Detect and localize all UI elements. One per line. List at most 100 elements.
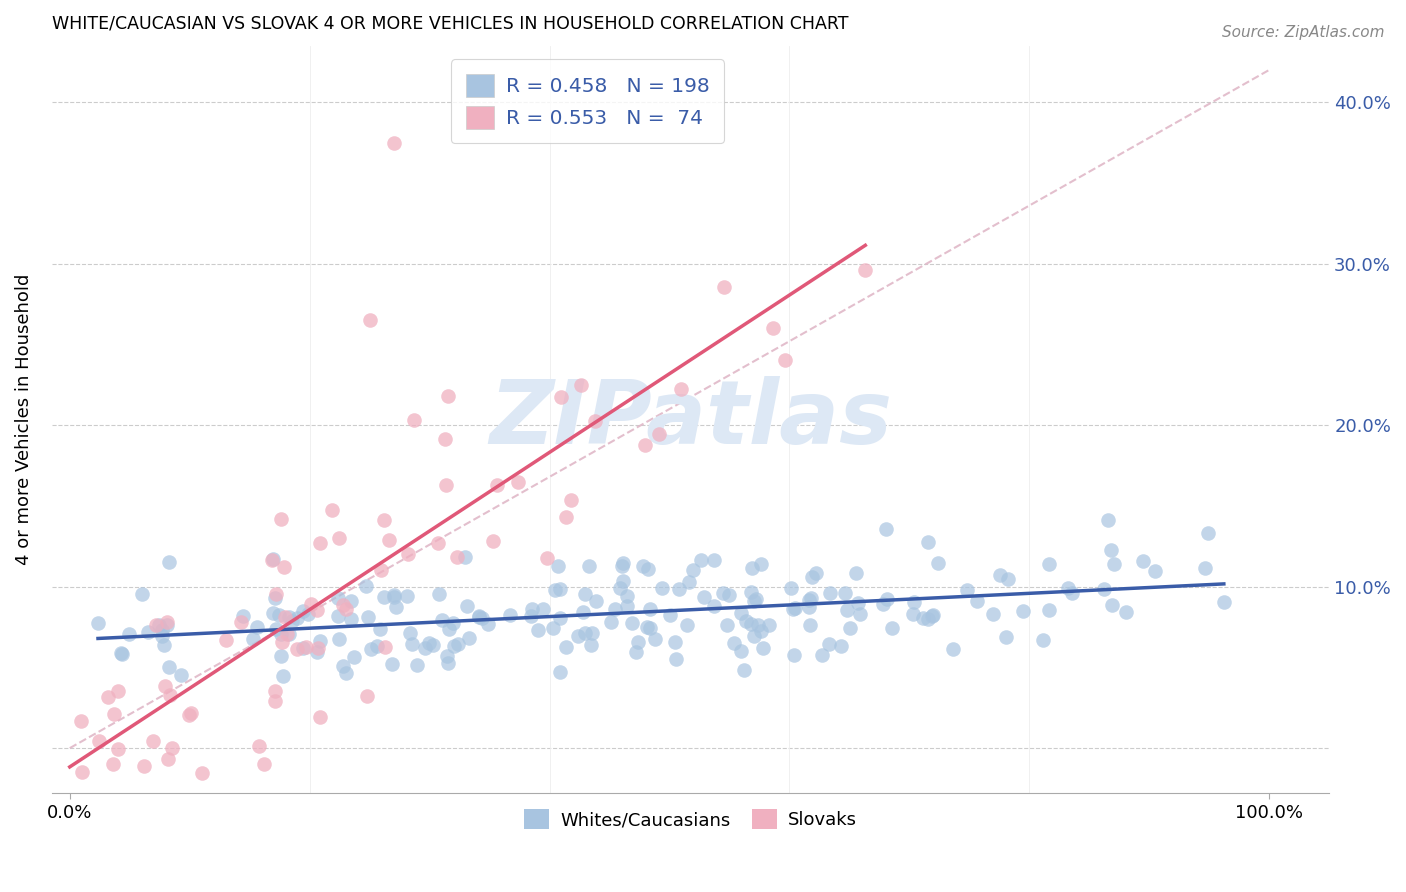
Point — [309, 536, 332, 550]
Point — [328, 632, 350, 646]
Point — [103, 706, 125, 721]
Point — [572, 605, 595, 619]
Point — [644, 632, 666, 646]
Point — [810, 648, 832, 663]
Point — [585, 593, 607, 607]
Point — [713, 586, 735, 600]
Point — [911, 611, 934, 625]
Point — [359, 313, 381, 327]
Point — [583, 414, 606, 428]
Point — [804, 566, 827, 580]
Point — [1197, 525, 1219, 540]
Point — [374, 640, 396, 655]
Point — [482, 533, 505, 548]
Point — [1212, 595, 1234, 609]
Point — [637, 562, 659, 576]
Point — [612, 557, 634, 571]
Point — [385, 599, 408, 614]
Point — [723, 636, 745, 650]
Point — [609, 582, 631, 596]
Point — [548, 582, 571, 596]
Point — [849, 607, 872, 622]
Point — [477, 616, 499, 631]
Point — [1038, 603, 1060, 617]
Point — [281, 614, 304, 628]
Point — [1060, 585, 1083, 599]
Point — [740, 617, 762, 632]
Point — [730, 606, 752, 620]
Point — [100, 809, 122, 823]
Point — [370, 563, 392, 577]
Point — [745, 592, 768, 607]
Point — [406, 658, 429, 673]
Point — [285, 642, 308, 657]
Point — [578, 559, 600, 574]
Point — [468, 610, 491, 624]
Point — [713, 279, 735, 293]
Point — [69, 714, 91, 728]
Point — [354, 579, 377, 593]
Point — [101, 757, 124, 772]
Point — [360, 642, 382, 657]
Point — [903, 594, 925, 608]
Point — [305, 603, 328, 617]
Point — [1056, 581, 1078, 595]
Point — [262, 606, 284, 620]
Point — [447, 637, 470, 651]
Point — [981, 607, 1004, 621]
Point — [305, 645, 328, 659]
Point — [264, 591, 287, 606]
Point — [430, 613, 453, 627]
Point — [1097, 513, 1119, 527]
Point — [522, 602, 544, 616]
Point — [555, 640, 578, 655]
Point — [741, 561, 763, 575]
Point — [142, 733, 165, 747]
Point — [783, 601, 806, 615]
Legend: Whites/Caucasians, Slovaks: Whites/Caucasians, Slovaks — [517, 801, 865, 837]
Point — [783, 648, 806, 663]
Point — [264, 587, 287, 601]
Point — [299, 597, 322, 611]
Point — [159, 689, 181, 703]
Point — [1099, 543, 1122, 558]
Point — [278, 610, 301, 624]
Point — [456, 599, 478, 613]
Point — [292, 604, 315, 618]
Point — [1115, 605, 1137, 619]
Point — [426, 536, 449, 550]
Point — [155, 679, 177, 693]
Point — [328, 531, 350, 545]
Point — [818, 637, 841, 651]
Point — [292, 640, 315, 655]
Point — [267, 607, 290, 622]
Point — [742, 594, 765, 608]
Point — [818, 586, 841, 600]
Point — [150, 629, 173, 643]
Point — [956, 583, 979, 598]
Point — [682, 563, 704, 577]
Point — [270, 648, 292, 663]
Point — [427, 587, 450, 601]
Point — [215, 633, 238, 648]
Point — [453, 549, 475, 564]
Point — [418, 636, 440, 650]
Point — [274, 609, 297, 624]
Point — [872, 597, 894, 611]
Point — [581, 638, 603, 652]
Point — [747, 618, 769, 632]
Point — [373, 590, 395, 604]
Point — [730, 643, 752, 657]
Point — [752, 640, 775, 655]
Point — [443, 640, 465, 654]
Point — [153, 638, 176, 652]
Point — [382, 590, 405, 604]
Point — [270, 635, 292, 649]
Point — [402, 413, 425, 427]
Point — [437, 656, 460, 670]
Point — [107, 742, 129, 756]
Point — [499, 608, 522, 623]
Point — [457, 632, 479, 646]
Point — [508, 475, 530, 490]
Point — [581, 626, 603, 640]
